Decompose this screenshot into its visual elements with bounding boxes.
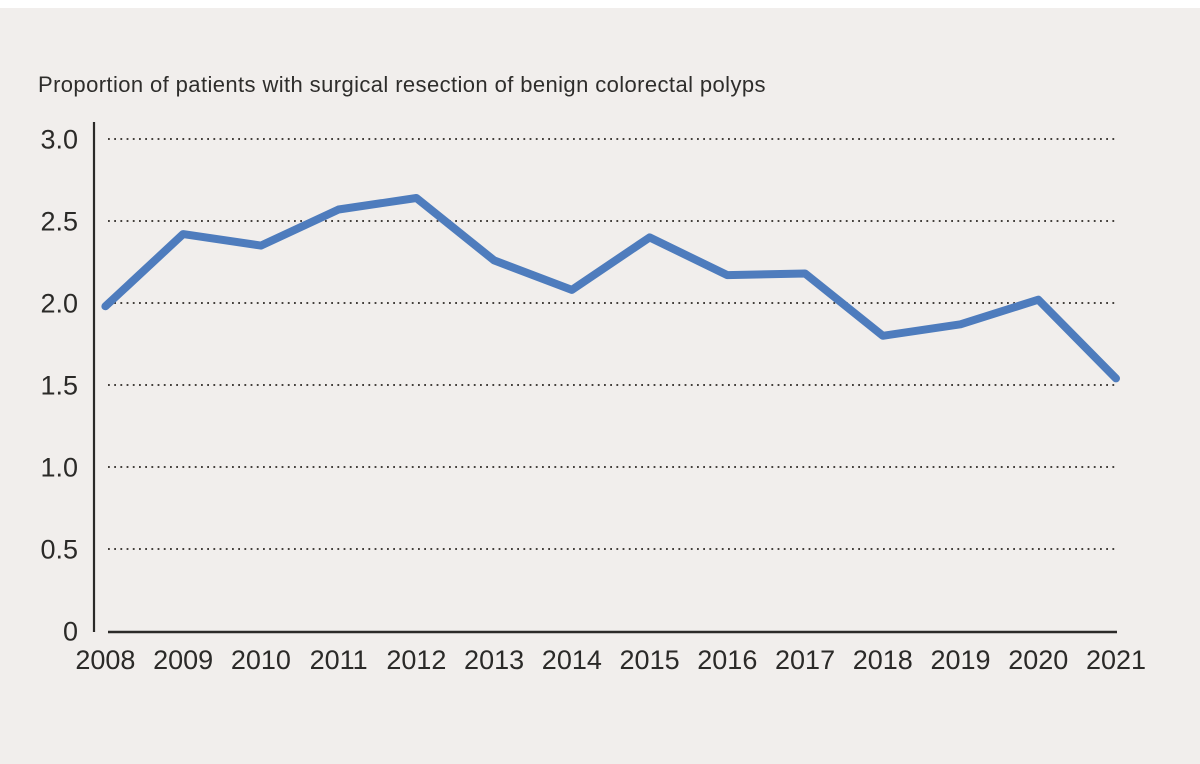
y-tick-label: 3.0 <box>40 125 78 155</box>
x-tick-label: 2008 <box>75 645 135 675</box>
x-tick-label: 2014 <box>542 645 602 675</box>
y-tick-label: 0 <box>63 617 78 647</box>
x-tick-label: 2013 <box>464 645 524 675</box>
x-tick-label: 2021 <box>1086 645 1146 675</box>
x-tick-label: 2017 <box>775 645 835 675</box>
gridlines <box>108 138 1117 550</box>
y-tick-label: 0.5 <box>40 535 78 565</box>
top-strip <box>0 0 1200 8</box>
x-tick-label: 2020 <box>1008 645 1068 675</box>
x-tick-label: 2011 <box>310 645 368 675</box>
data-series <box>101 194 1120 383</box>
y-axis-labels: 3.0 2.5 2.0 1.5 1.0 0.5 0 <box>40 125 78 647</box>
chart-title: Proportion of patients with surgical res… <box>38 72 766 97</box>
x-tick-label: 2010 <box>231 645 291 675</box>
y-tick-label: 2.5 <box>40 207 78 237</box>
y-tick-label: 1.5 <box>40 371 78 401</box>
x-tick-label: 2015 <box>620 645 680 675</box>
x-tick-label: 2012 <box>386 645 446 675</box>
x-tick-label: 2016 <box>697 645 757 675</box>
data-line <box>101 194 1120 383</box>
chart-container: Proportion of patients with surgical res… <box>0 8 1200 756</box>
x-tick-label: 2018 <box>853 645 913 675</box>
y-tick-label: 2.0 <box>40 289 78 319</box>
x-tick-label: 2019 <box>931 645 991 675</box>
x-tick-label: 2009 <box>153 645 213 675</box>
x-axis-labels: 2008 2009 2010 2011 2012 2013 2014 2015 2016 2017… <box>75 645 1146 675</box>
y-tick-label: 1.0 <box>40 453 78 483</box>
